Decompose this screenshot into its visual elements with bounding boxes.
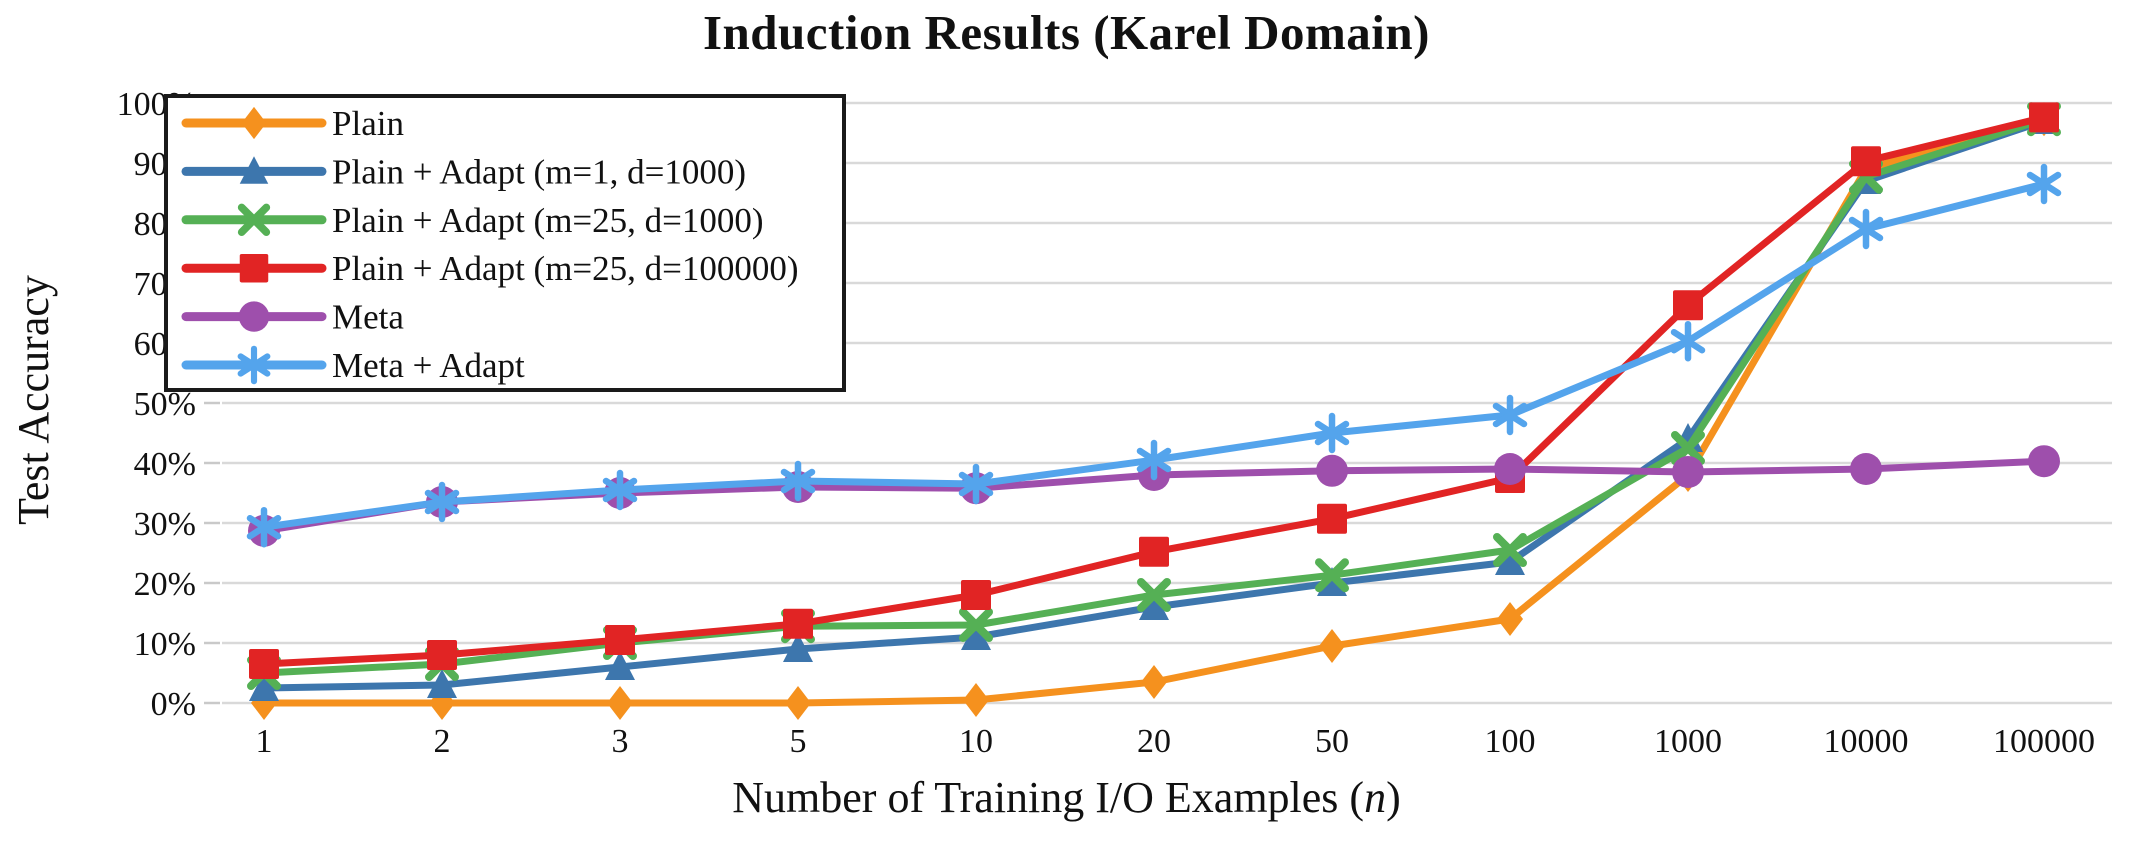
- legend-entry-label: Meta: [332, 298, 404, 337]
- x-tick-label: 20: [1137, 723, 1171, 760]
- legend-entry: Meta + Adapt: [181, 345, 525, 385]
- diamond-marker: [785, 686, 811, 720]
- circle-marker: [1316, 454, 1348, 487]
- circle-marker: [2028, 445, 2060, 478]
- legend-entry-label: Plain + Adapt (m=25, d=1000): [332, 201, 764, 240]
- diamond-marker: [241, 106, 267, 140]
- square-marker: [239, 253, 269, 283]
- asterisk-marker: [1136, 439, 1172, 481]
- diamond-marker: [607, 686, 633, 720]
- triangle-marker: [1139, 591, 1169, 620]
- y-tick-label: 20%: [134, 566, 196, 603]
- asterisk-marker: [958, 463, 994, 505]
- triangle-marker: [1495, 546, 1525, 575]
- y-tick-label: 50%: [134, 386, 196, 423]
- triangle-marker: [427, 669, 457, 698]
- square-marker: [427, 640, 457, 670]
- square-marker: [2029, 102, 2059, 133]
- circle-marker: [1672, 456, 1704, 488]
- x-tick-label: 5: [790, 723, 807, 760]
- diamond-marker: [963, 683, 989, 717]
- asterisk-marker: [1314, 412, 1350, 454]
- legend-box: [164, 94, 846, 392]
- x-tick-label: 1000: [1654, 723, 1722, 760]
- asterisk-marker: [1670, 320, 1706, 362]
- asterisk-marker: [602, 469, 638, 511]
- y-tick-label: 40%: [134, 446, 196, 483]
- y-tick-label: 0%: [151, 686, 196, 723]
- asterisk-marker: [424, 481, 460, 523]
- x-tick-label: 2: [434, 723, 451, 760]
- legend: Plain Plain + Adapt (m=1, d=1000) Plain + …: [164, 94, 846, 392]
- series-meta-adapt: [246, 163, 2062, 548]
- y-tick-label: 30%: [134, 506, 196, 543]
- chart-title: Induction Results (Karel Domain): [702, 5, 1430, 60]
- legend-entry-label: Plain: [332, 104, 404, 143]
- legend-entry-label: Plain + Adapt (m=1, d=1000): [332, 152, 746, 191]
- asterisk-marker: [237, 345, 271, 385]
- circle-marker: [1850, 453, 1882, 485]
- legend-entry: Plain + Adapt (m=1, d=1000): [181, 152, 746, 191]
- asterisk-marker: [780, 460, 816, 502]
- legend-entry-label: Meta + Adapt: [332, 346, 525, 385]
- x-tick-label: 50: [1315, 723, 1349, 760]
- diamond-marker: [1319, 629, 1345, 663]
- triangle-marker: [783, 633, 813, 662]
- x-marker: [1315, 558, 1349, 593]
- square-marker: [961, 580, 991, 610]
- x-marker: [959, 608, 993, 642]
- legend-entry: Plain + Adapt (m=25, d=100000): [181, 249, 799, 288]
- legend-entry-label: Plain + Adapt (m=25, d=100000): [332, 249, 799, 288]
- triangle-marker: [239, 156, 269, 184]
- x-tick-label: 3: [612, 723, 629, 760]
- x-tick-label: 10000: [1824, 723, 1909, 760]
- x-axis-title: Number of Training I/O Examples (n): [0, 772, 2133, 823]
- y-axis-title: Test Accuracy: [9, 275, 58, 525]
- triangle-marker: [605, 651, 635, 680]
- legend-entry: Plain: [181, 104, 404, 143]
- triangle-marker: [961, 621, 991, 650]
- legend-entry: Plain + Adapt (m=25, d=1000): [181, 201, 764, 240]
- asterisk-marker: [1492, 394, 1528, 436]
- x-axis-title-suffix: ): [1386, 773, 1401, 822]
- x-axis-title-variable: n: [1364, 773, 1387, 822]
- asterisk-marker: [2026, 163, 2062, 205]
- square-marker: [1673, 290, 1703, 321]
- square-marker: [1851, 146, 1881, 177]
- x-axis-tick-labels: 1 2 3 5 10 20 50 100 1000 10000 100000: [256, 723, 2096, 760]
- asterisk-marker: [246, 506, 282, 548]
- triangle-marker: [1317, 567, 1347, 596]
- square-marker: [1139, 536, 1169, 567]
- y-tick-label: 10%: [134, 626, 196, 663]
- x-tick-label: 10: [959, 723, 993, 760]
- x-tick-label: 1: [256, 723, 273, 760]
- diamond-marker: [1141, 665, 1167, 699]
- triangle-marker: [249, 672, 279, 701]
- circle-marker: [238, 301, 270, 332]
- x-tick-label: 100: [1485, 723, 1536, 760]
- x-axis-title-text: Number of Training I/O Examples (: [732, 773, 1365, 822]
- square-marker: [1317, 503, 1347, 534]
- circle-marker: [1494, 453, 1526, 485]
- diamond-marker: [1497, 602, 1523, 636]
- x-marker: [1493, 533, 1527, 567]
- square-marker: [605, 625, 635, 655]
- square-marker: [783, 608, 813, 639]
- x-marker: [1137, 578, 1171, 612]
- square-marker: [249, 649, 279, 679]
- x-marker: [1671, 431, 1705, 465]
- asterisk-marker: [1848, 208, 1884, 250]
- x-tick-label: 100000: [1993, 723, 2095, 760]
- legend-entry: Meta: [181, 298, 404, 337]
- x-marker: [237, 203, 271, 236]
